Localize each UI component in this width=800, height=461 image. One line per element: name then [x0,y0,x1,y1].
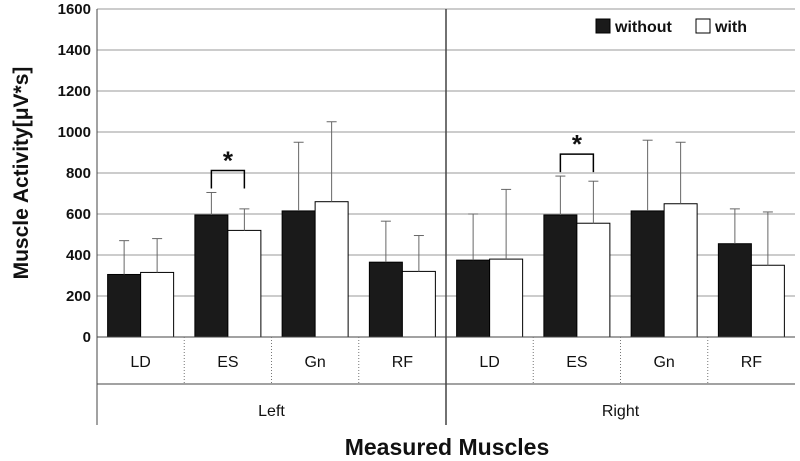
y-tick-label: 600 [66,206,91,223]
y-tick-label: 1600 [58,1,91,18]
significance-star: * [572,129,583,159]
category-label: RF [392,354,414,371]
category-label: LD [130,354,150,371]
y-tick-label: 1200 [58,83,91,100]
y-tick-label: 1400 [58,42,91,59]
bar-without-3 [368,261,403,338]
bar-with-7 [750,264,785,338]
y-tick-label: 1000 [58,124,91,141]
legend-swatch-with [695,18,711,34]
y-axis-title: Muscle Activity[μV*s] [10,67,33,280]
group-label: Right [602,403,640,420]
legend-swatch-without [595,18,611,34]
x-category-labels: LD ES Gn RF LD ES Gn RF [130,354,762,371]
significance-star: * [223,145,234,175]
axes [96,9,795,425]
legend-label-with: with [714,19,747,36]
category-label: RF [741,354,763,371]
bar-with-6 [663,203,698,338]
legend-label-without: without [614,19,673,36]
category-label: ES [566,354,587,371]
y-tick-label: 0 [83,329,91,346]
bar-with-4 [489,258,524,338]
significance-markers: ** [210,129,595,189]
error-bars [119,121,773,275]
bar-with-3 [401,270,436,338]
y-tick-label: 200 [66,288,91,305]
y-tick-label: 400 [66,247,91,264]
significance-bracket [559,153,595,173]
significance-bracket [210,169,246,189]
legend: without with [595,18,747,36]
bar-with-0 [140,271,175,338]
bar-with-2 [314,201,349,338]
bar-without-5 [543,214,578,338]
category-label: Gn [653,354,674,371]
bar-without-0 [107,273,142,338]
y-tick-label: 800 [66,165,91,182]
category-label: LD [479,354,499,371]
bar-without-4 [456,259,491,338]
bar-without-1 [194,214,229,338]
bar-without-2 [281,210,316,338]
x-group-labels: Left Right [258,403,640,420]
y-tick-labels: 0 200 400 600 800 1000 1200 1400 1600 [58,1,91,346]
bar-without-6 [630,210,665,338]
group-label: Left [258,403,285,420]
category-label: ES [217,354,238,371]
category-label: Gn [304,354,325,371]
bar-with-5 [576,222,611,338]
x-axis-title: Measured Muscles [345,434,550,460]
bar-without-7 [717,243,752,338]
bars [107,201,785,338]
bar-with-1 [227,229,262,338]
